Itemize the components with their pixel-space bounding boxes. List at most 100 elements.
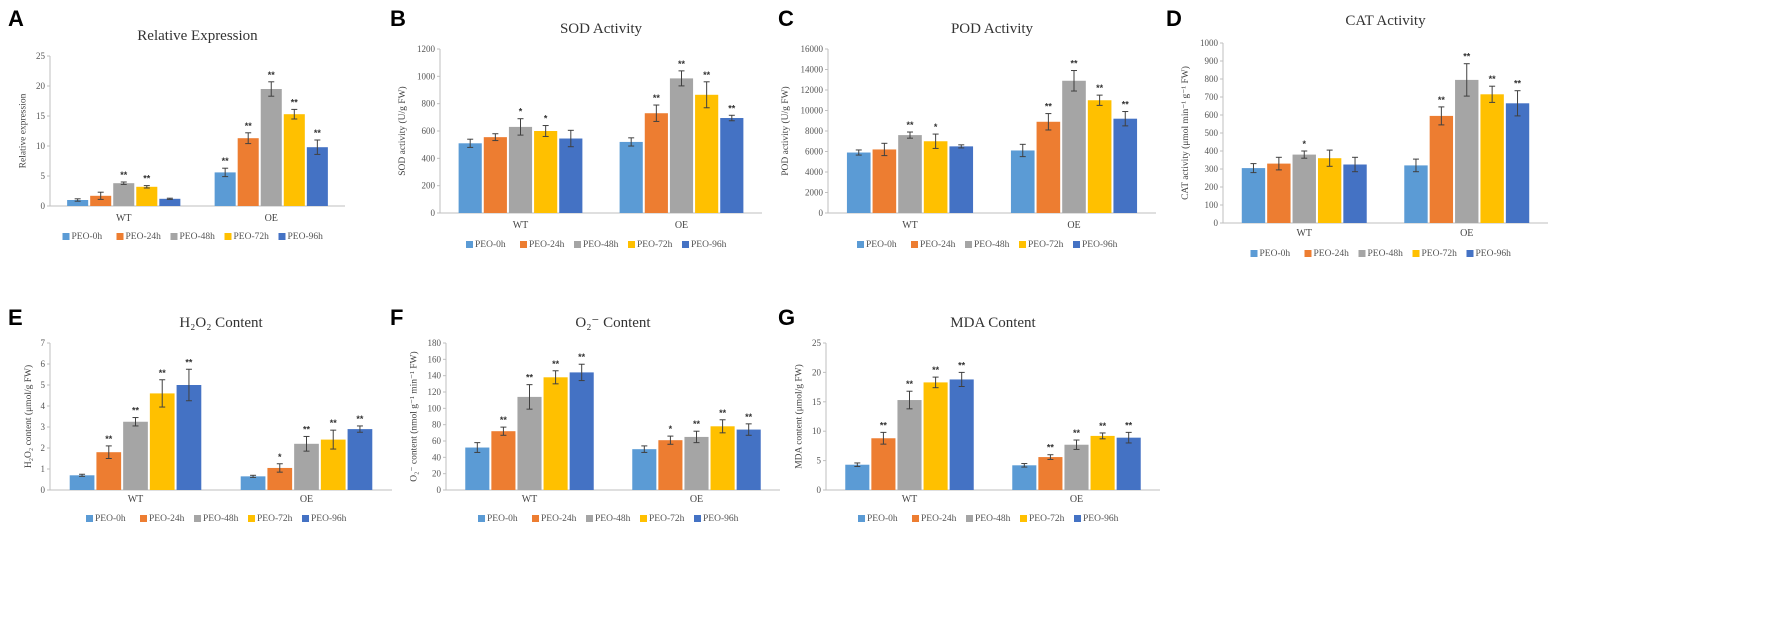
y-tick-label: 1000 (1200, 38, 1219, 48)
y-tick-label: 10000 (801, 106, 824, 116)
bar-peo-72h-wt (543, 377, 568, 490)
y-tick-label: 0 (819, 208, 824, 218)
category-label: WT (128, 494, 144, 505)
significance-mark: ** (653, 93, 661, 103)
category-label: OE (1067, 220, 1080, 231)
y-tick-label: 3 (41, 422, 46, 432)
bar-peo-48h-wt (508, 126, 533, 213)
significance-mark: ** (1438, 95, 1446, 105)
legend-swatch (466, 241, 473, 248)
legend-label: PEO-96h (311, 514, 347, 524)
bar-peo-0h-oe (619, 141, 643, 213)
significance-mark: ** (159, 368, 167, 378)
y-tick-label: 25 (36, 51, 46, 61)
y-tick-label: 0 (41, 201, 46, 211)
y-tick-label: 2000 (805, 188, 824, 198)
legend-swatch (1073, 241, 1080, 248)
significance-mark: * (544, 114, 548, 124)
bar-peo-72h-oe (283, 114, 305, 206)
legend-label: PEO-48h (203, 514, 239, 524)
panel-letter: B (390, 6, 406, 31)
bar-peo-24h-oe (267, 467, 293, 490)
bar-peo-96h-wt (559, 138, 583, 213)
y-tick-label: 15 (36, 111, 46, 121)
legend-swatch (640, 515, 647, 522)
bar-peo-96h-oe (1505, 103, 1530, 223)
bar-peo-24h-oe (658, 440, 683, 490)
y-tick-label: 14000 (801, 65, 824, 75)
bar-peo-0h-wt (69, 475, 95, 490)
chart-title: MDA Content (950, 315, 1036, 331)
legend-label: PEO-96h (288, 232, 324, 242)
significance-mark: ** (143, 174, 151, 184)
legend-swatch (966, 515, 973, 522)
y-axis-label: Relative expression (19, 93, 29, 168)
y-tick-label: 40 (432, 452, 442, 462)
bar-peo-48h-wt (113, 183, 135, 206)
bar-peo-72h-wt (923, 382, 948, 490)
bar-peo-0h-wt (845, 464, 870, 490)
legend-swatch (858, 515, 865, 522)
category-label: OE (265, 213, 278, 224)
significance-mark: ** (728, 103, 736, 113)
bar-peo-72h-wt (534, 131, 558, 213)
bar-peo-24h-oe (237, 138, 259, 206)
legend-label: PEO-48h (974, 240, 1010, 250)
bar-peo-72h-wt (149, 393, 175, 490)
bar-peo-72h-oe (1090, 435, 1115, 490)
legend-label: PEO-24h (1314, 249, 1350, 259)
y-tick-label: 900 (1205, 56, 1219, 66)
legend-swatch (170, 233, 178, 240)
bar-peo-48h-wt (123, 421, 148, 490)
y-axis-label: O₂⁻ content (nmol g⁻¹ min⁻¹ FW) (408, 351, 419, 481)
y-tick-label: 700 (1205, 92, 1219, 102)
y-tick-label: 500 (1205, 128, 1219, 138)
y-tick-label: 5 (41, 380, 46, 390)
significance-mark: ** (703, 70, 711, 80)
bar-peo-96h-wt (569, 372, 594, 490)
significance-mark: ** (185, 357, 193, 367)
y-tick-label: 200 (1205, 182, 1219, 192)
significance-mark: ** (222, 156, 230, 166)
bar-peo-72h-wt (136, 186, 158, 206)
y-tick-label: 0 (431, 208, 436, 218)
y-tick-label: 800 (422, 99, 436, 109)
bar-peo-48h-wt (1292, 154, 1316, 223)
significance-mark: ** (958, 360, 966, 370)
category-label: WT (513, 220, 529, 231)
bar-peo-0h-oe (632, 449, 657, 490)
category-label: OE (690, 494, 703, 505)
legend: PEO-0h PEO-24h PEO-48h PEO-72h PEO-96h (466, 240, 727, 250)
significance-mark: ** (1099, 421, 1107, 431)
bar-peo-48h-oe (260, 89, 282, 206)
legend-swatch (194, 515, 201, 522)
y-tick-label: 400 (422, 153, 436, 163)
y-tick-label: 0 (437, 485, 442, 495)
y-axis-label: MDA content (μmol/g FW) (794, 364, 805, 469)
category-label: WT (522, 494, 538, 505)
legend-label: PEO-24h (920, 240, 956, 250)
legend: PEO-0h PEO-24h PEO-48h PEO-72h PEO-96h (62, 232, 324, 242)
y-tick-label: 25 (812, 338, 822, 348)
legend-label: PEO-72h (257, 514, 293, 524)
legend-swatch (912, 515, 919, 522)
y-tick-label: 100 (1205, 200, 1219, 210)
significance-mark: * (669, 424, 673, 434)
y-tick-label: 20 (432, 469, 442, 479)
legend-swatch (520, 241, 527, 248)
bar-peo-24h-oe (1429, 115, 1454, 223)
legend-label: PEO-48h (583, 240, 619, 250)
y-tick-label: 5 (817, 456, 822, 466)
bar-peo-48h-wt (898, 135, 922, 213)
y-tick-label: 4000 (805, 167, 824, 177)
legend-swatch (628, 241, 635, 248)
y-tick-label: 16000 (801, 44, 824, 54)
category-label: WT (902, 494, 918, 505)
significance-mark: ** (1070, 59, 1078, 69)
y-tick-label: 5 (41, 171, 46, 181)
significance-mark: ** (578, 352, 586, 362)
y-tick-label: 1000 (417, 71, 436, 81)
legend-swatch (1466, 250, 1474, 257)
legend: PEO-0h PEO-24h PEO-48h PEO-72h PEO-96h (858, 514, 1119, 524)
panel-letter: E (8, 305, 23, 330)
